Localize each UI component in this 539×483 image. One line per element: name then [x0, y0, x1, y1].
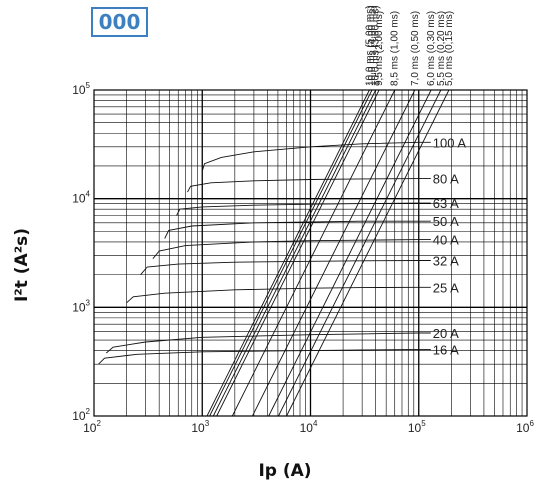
badge-text: 000: [99, 10, 141, 34]
time-line: [252, 89, 416, 417]
y-tick-label: 103: [72, 298, 90, 314]
time-line-label: 9,5 ms (2,00 ms): [374, 11, 385, 86]
time-line-label: 7,0 ms (0,50 ms): [410, 11, 421, 86]
time-line-labels: 10,0 ms (5,00 ms)10,0 ms (4,00 ms)10,0 m…: [364, 5, 455, 86]
time-line-label: 10,0 ms (4,00 ms): [367, 5, 378, 86]
x-axis-title: Ip (A): [258, 461, 311, 481]
series-label: 100 A: [433, 135, 467, 150]
series-label: 16 A: [433, 342, 459, 357]
series-line: [152, 239, 431, 259]
x-tick-label: 102: [83, 419, 101, 435]
series-line: [176, 202, 431, 216]
time-line-label: 5,0 ms (0,15 ms): [444, 11, 455, 86]
time-line: [216, 89, 380, 417]
time-line-label: 10,0 ms (3,00 ms): [371, 5, 382, 86]
series-label: 32 A: [433, 253, 459, 268]
series-labels: 100 A 80 A 63 A 50 A 40 A 32 A 25 A 20 A16 A: [433, 135, 467, 357]
x-tick-label: 105: [408, 419, 426, 435]
y-axis-title: I²t (A²s): [12, 228, 32, 302]
y-tick-label: 102: [72, 407, 90, 423]
time-line: [209, 89, 373, 417]
time-line-label: 5,5 ms (0,20 ms): [436, 11, 447, 86]
series-label: 63 A: [433, 196, 459, 211]
time-line: [231, 89, 396, 417]
series-line: [201, 141, 431, 172]
series-layer: [98, 141, 431, 365]
series-line: [187, 178, 431, 193]
series-label: 25 A: [433, 280, 459, 295]
series-line: [106, 332, 431, 354]
badge-box: [91, 7, 148, 37]
series-line: [140, 260, 431, 275]
time-lines: [206, 89, 450, 417]
series-line: [98, 348, 431, 365]
time-line: [278, 89, 442, 417]
grid: [94, 90, 527, 416]
series-line: [164, 220, 431, 239]
time-line-label: 8,5 ms (1,00 ms): [390, 11, 401, 86]
time-line-label: 10,0 ms (5,00 ms): [364, 5, 375, 86]
time-line-label: 6,0 ms (0,30 ms): [426, 11, 437, 86]
time-line: [268, 89, 432, 417]
x-tick-label: 103: [191, 419, 209, 435]
x-axis-ticks: 102 103 104 105 106: [83, 419, 534, 435]
y-tick-label: 104: [72, 190, 90, 206]
product-badge: 000: [91, 7, 148, 37]
x-tick-label: 106: [516, 419, 534, 435]
series-label: 20 A: [433, 326, 459, 341]
series-label: 40 A: [433, 233, 459, 248]
plot-frame: [93, 89, 528, 417]
series-label: 50 A: [433, 214, 459, 229]
x-tick-label: 104: [300, 419, 318, 435]
time-line: [212, 89, 377, 417]
time-line: [206, 89, 370, 417]
series-line: [126, 286, 431, 304]
time-line: [286, 89, 450, 417]
series-label: 80 A: [433, 172, 459, 187]
y-axis-ticks: 102 103 104 105: [72, 81, 90, 423]
y-tick-label: 105: [72, 81, 90, 97]
